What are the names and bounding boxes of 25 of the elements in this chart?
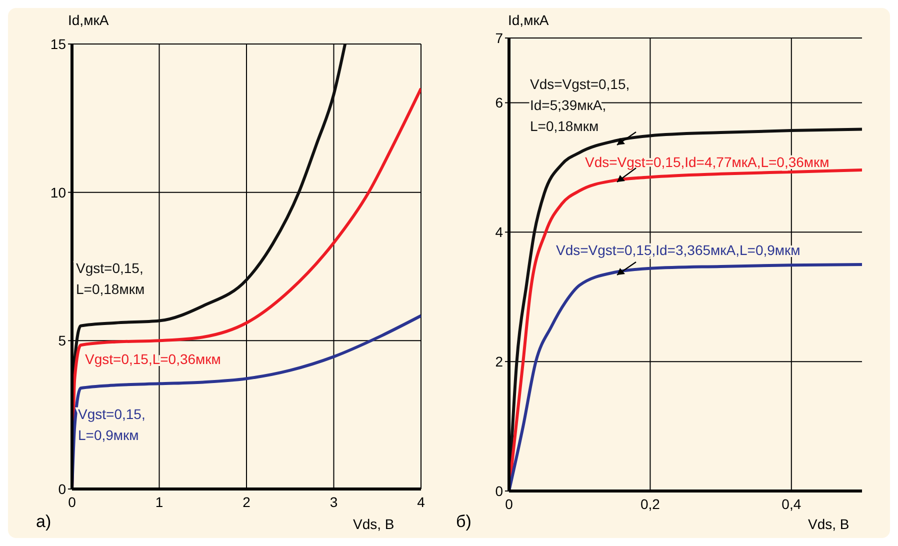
x-tick-label: 1 <box>155 494 164 510</box>
series-label: Vgst=0,15, L=0,9мкм <box>78 406 146 443</box>
y-tick-label: 6 <box>495 94 504 111</box>
y-tick-label: 2 <box>495 354 504 370</box>
y-tick-label: 10 <box>50 184 66 200</box>
text: а) <box>36 512 52 532</box>
y-tick-label: 4 <box>495 224 504 240</box>
x-tick-label: 0,4 <box>782 496 802 512</box>
y-tick-label: 0 <box>58 480 66 497</box>
y-tick-label: 0 <box>495 482 504 499</box>
y-tick-label: 5 <box>58 332 66 349</box>
x-axis-title: Vds, В <box>353 516 394 532</box>
x-tick-label: 0 <box>68 494 76 510</box>
x-tick-label: 4 <box>417 494 426 510</box>
x-tick-label: 0 <box>505 496 514 512</box>
series-label: Vgst=0,15, L=0,18мкм <box>76 260 145 297</box>
y-axis-title: Id,мкА <box>508 12 549 28</box>
text: б) <box>456 512 472 532</box>
x-tick-label: 0,2 <box>640 496 660 512</box>
y-tick-label: 15 <box>50 36 66 52</box>
y-axis-title: Id,мкА <box>68 12 109 28</box>
x-tick-label: 3 <box>330 494 338 510</box>
x-axis-title: Vds, В <box>808 516 850 532</box>
x-tick-label: 2 <box>242 494 251 510</box>
y-tick-label: 7 <box>495 30 504 46</box>
